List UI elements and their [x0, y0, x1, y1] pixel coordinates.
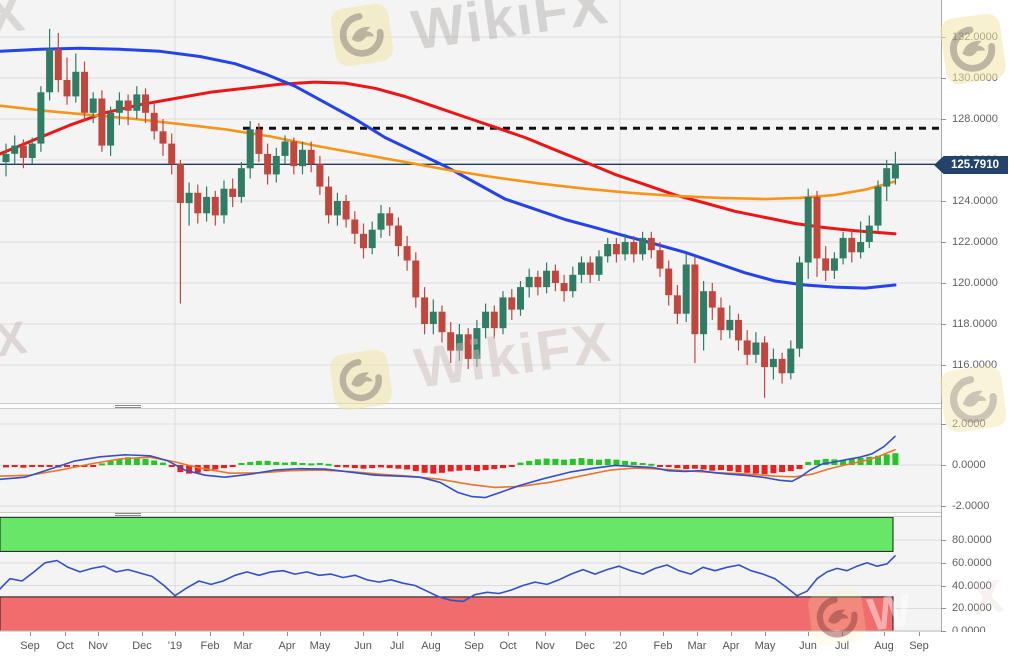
x-axis-tick: [65, 632, 66, 636]
x-axis-tick: [397, 632, 398, 636]
x-axis-label: Sep: [909, 640, 929, 652]
x-axis-tick: [431, 632, 432, 636]
y-axis-label: 40.0000: [952, 580, 992, 592]
x-axis-label: Aug: [874, 640, 894, 652]
y-axis-tick: [941, 465, 946, 466]
y-axis-label: 2.0000: [952, 418, 986, 430]
x-axis-tick: [287, 632, 288, 636]
x-axis-tick: [30, 632, 31, 636]
y-axis-label: 0.0000: [952, 459, 986, 471]
y-axis-label: 124.0000: [952, 195, 998, 207]
x-axis-tick: [363, 632, 364, 636]
x-axis-label: Nov: [535, 640, 555, 652]
y-axis-tick: [941, 563, 946, 564]
x-axis-tick: [919, 632, 920, 636]
x-axis-label: Jul: [834, 640, 850, 652]
x-axis-label: Feb: [653, 640, 673, 652]
x-axis-tick: [508, 632, 509, 636]
x-axis-tick: [545, 632, 546, 636]
y-axis-tick: [941, 631, 946, 632]
x-axis-label: Sep: [20, 640, 40, 652]
x-axis-tick: [620, 632, 621, 636]
x-axis-label: Mar: [233, 640, 253, 652]
y-axis-label: 20.0000: [952, 602, 992, 614]
y-axis-tick: [941, 201, 946, 202]
x-axis-label: Apr: [722, 640, 740, 652]
y-axis-label: -2.0000: [952, 500, 990, 512]
y-axis-label: 132.0000: [952, 31, 998, 43]
x-axis-label: '20: [612, 640, 628, 652]
x-axis-tick: [585, 632, 586, 636]
x-axis-label: Jul: [389, 640, 405, 652]
x-axis-tick: [142, 632, 143, 636]
x-axis-label: Dec: [575, 640, 595, 652]
x-axis-tick: [765, 632, 766, 636]
x-axis-label: Oct: [499, 640, 517, 652]
x-axis-tick: [884, 632, 885, 636]
y-axis-tick: [941, 540, 946, 541]
x-axis-tick: [320, 632, 321, 636]
y-axis-tick: [941, 78, 946, 79]
y-axis-label: 118.0000: [952, 318, 998, 330]
x-axis-label: Oct: [56, 640, 74, 652]
y-axis-label: 116.0000: [952, 359, 998, 371]
x-axis-tick: [731, 632, 732, 636]
x-axis-tick: [243, 632, 244, 636]
x-axis-label: '19: [167, 640, 183, 652]
x-axis-label: Jun: [799, 640, 817, 652]
y-axis-tick: [941, 283, 946, 284]
y-axis-tick: [941, 119, 946, 120]
x-axis-tick: [175, 632, 176, 636]
y-axis-tick: [941, 324, 946, 325]
x-axis-label: Aug: [421, 640, 441, 652]
rsi-indicator-panel[interactable]: [0, 517, 941, 632]
x-axis-tick: [842, 632, 843, 636]
x-axis-tick: [697, 632, 698, 636]
x-axis-label: Apr: [278, 640, 296, 652]
y-axis-label: 130.0000: [952, 72, 998, 84]
price-chart-panel[interactable]: [0, 0, 941, 403]
x-axis-label: Nov: [88, 640, 108, 652]
y-axis-label: 60.0000: [952, 557, 992, 569]
y-axis-tick: [941, 608, 946, 609]
y-axis-tick: [941, 586, 946, 587]
price-axis[interactable]: 132.0000130.0000128.0000126.0000124.0000…: [941, 0, 1017, 637]
current-price-tag: 125.7910: [934, 156, 1008, 174]
x-axis-label: May: [754, 640, 776, 652]
time-axis[interactable]: Sep Oct Nov Dec '19 Feb Mar Apr May Jun Jul Aug Sep O…: [0, 632, 1017, 658]
x-axis-tick: [474, 632, 475, 636]
panel-resize-handle-icon[interactable]: [115, 513, 141, 516]
y-axis-tick: [941, 506, 946, 507]
x-axis-tick: [808, 632, 809, 636]
y-axis-label: 128.0000: [952, 113, 998, 125]
panel-separator: [0, 403, 941, 412]
macd-indicator-panel[interactable]: [0, 409, 941, 512]
x-axis-label: Mar: [687, 640, 707, 652]
y-axis-tick: [941, 242, 946, 243]
y-axis-tick: [941, 365, 946, 366]
x-axis-label: Jun: [354, 640, 372, 652]
x-axis-label: Dec: [132, 640, 152, 652]
x-axis-label: May: [309, 640, 331, 652]
x-axis-label: Sep: [464, 640, 484, 652]
panel-resize-handle-icon[interactable]: [115, 405, 141, 412]
x-axis-tick: [210, 632, 211, 636]
x-axis-tick: [98, 632, 99, 636]
x-axis-label: Feb: [200, 640, 220, 652]
panel-separator: [0, 512, 941, 517]
y-axis-label: 122.0000: [952, 236, 998, 248]
y-axis-label: 80.0000: [952, 534, 992, 546]
y-axis-tick: [941, 37, 946, 38]
y-axis-label: 120.0000: [952, 277, 998, 289]
x-axis-tick: [663, 632, 664, 636]
y-axis-tick: [941, 424, 946, 425]
